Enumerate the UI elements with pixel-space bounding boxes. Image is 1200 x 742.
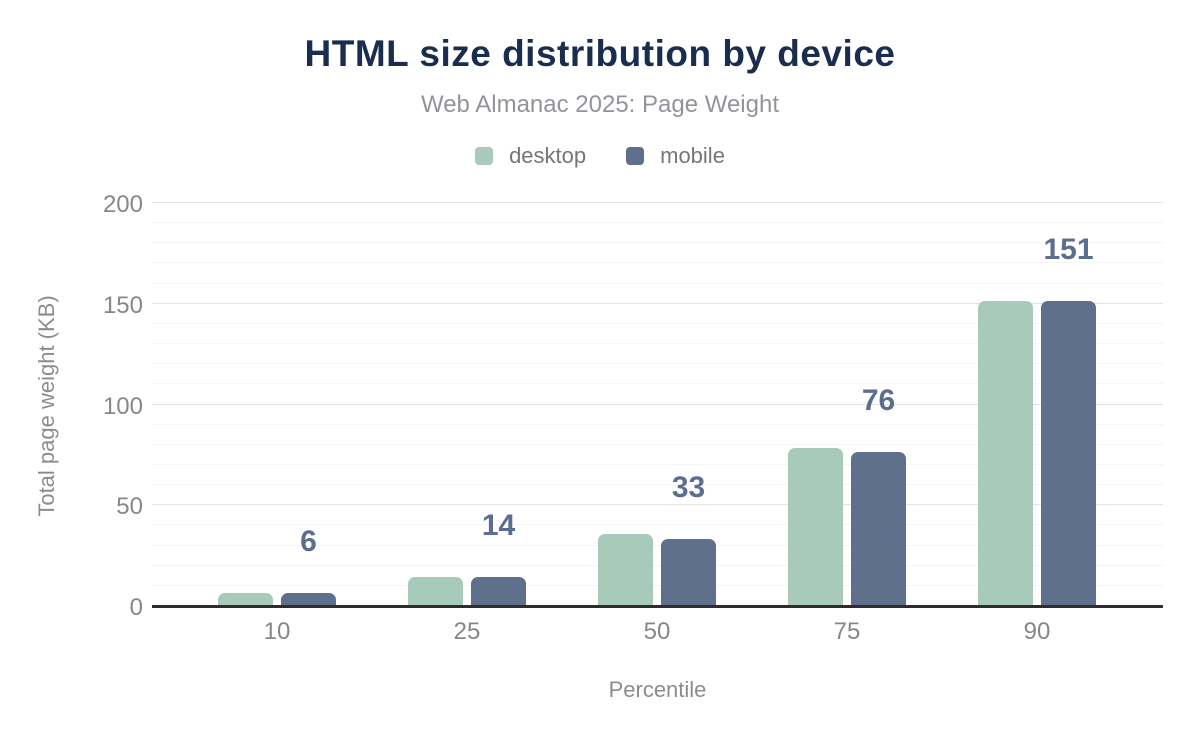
- gridline-110: [152, 383, 1163, 385]
- gridline-20: [152, 564, 1163, 566]
- bar-mobile-p50[interactable]: [661, 538, 716, 605]
- gridline-200: [152, 202, 1163, 203]
- chart-title: HTML size distribution by device: [304, 33, 896, 74]
- y-tick-0: 0: [129, 594, 143, 621]
- plot-area: 6 14 33 76 151: [152, 202, 1163, 608]
- gridline-140: [152, 322, 1163, 324]
- gridline-120: [152, 363, 1163, 365]
- legend-label-mobile: mobile: [660, 143, 725, 168]
- bar-mobile-p10[interactable]: [281, 592, 336, 605]
- legend-label-desktop: desktop: [509, 143, 587, 168]
- gridline-150: [152, 302, 1163, 304]
- gridline-170: [152, 262, 1163, 264]
- gridline-90: [152, 423, 1163, 425]
- chart-subtitle: Web Almanac 2025: Page Weight: [420, 91, 779, 118]
- gridline-180: [152, 242, 1163, 244]
- bar-desktop-p90[interactable]: [978, 300, 1033, 605]
- x-tick-10: 10: [263, 618, 291, 645]
- bar-group-p50: 33: [562, 205, 752, 605]
- bar-group-p90: 151: [942, 205, 1132, 605]
- gridline-190: [152, 222, 1163, 224]
- bar-group-p10: 6: [182, 205, 372, 605]
- bar-mobile-p90[interactable]: [1041, 300, 1096, 605]
- data-label-p25: 14: [481, 508, 516, 542]
- data-label-p90: 151: [1043, 232, 1094, 266]
- bar-groups: 6 14 33 76 151: [182, 205, 1132, 605]
- legend-item-mobile[interactable]: mobile: [626, 143, 725, 169]
- gridline-30: [152, 544, 1163, 546]
- y-tick-100: 100: [102, 392, 143, 420]
- x-tick-90: 90: [1023, 618, 1051, 645]
- gridline-160: [152, 282, 1163, 284]
- gridline-100: [152, 403, 1163, 405]
- y-tick-50: 50: [116, 493, 143, 521]
- bar-mobile-p75[interactable]: [851, 451, 906, 605]
- gridline-70: [152, 463, 1163, 465]
- gridline-130: [152, 343, 1163, 345]
- bar-desktop-p50[interactable]: [598, 534, 653, 605]
- gridline-50: [152, 504, 1163, 506]
- mobile-series-swatch-icon: [626, 147, 645, 165]
- gridline-80: [152, 443, 1163, 445]
- x-tick-25: 25: [453, 618, 481, 645]
- x-axis-title: Percentile: [608, 677, 707, 702]
- desktop-series-swatch-icon: [475, 147, 494, 165]
- bar-group-p75: 76: [752, 205, 942, 605]
- data-label-p10: 6: [300, 524, 317, 558]
- gridline-60: [152, 484, 1163, 486]
- bar-desktop-p75[interactable]: [788, 447, 843, 605]
- y-tick-150: 150: [102, 291, 143, 319]
- bar-mobile-p25[interactable]: [471, 576, 526, 605]
- data-label-p75: 76: [861, 383, 896, 417]
- data-label-p50: 33: [671, 470, 706, 504]
- x-tick-75: 75: [833, 618, 861, 645]
- x-tick-50: 50: [643, 618, 671, 645]
- gridline-40: [152, 524, 1163, 526]
- legend: desktop mobile: [0, 143, 1200, 169]
- x-axis-ticks: 10 25 50 75 90: [182, 618, 1132, 646]
- y-tick-200: 200: [102, 191, 143, 218]
- gridline-10: [152, 584, 1163, 586]
- bar-desktop-p25[interactable]: [408, 576, 463, 605]
- bar-desktop-p10[interactable]: [218, 592, 273, 605]
- legend-item-desktop[interactable]: desktop: [475, 143, 586, 169]
- bar-group-p25: 14: [372, 205, 562, 605]
